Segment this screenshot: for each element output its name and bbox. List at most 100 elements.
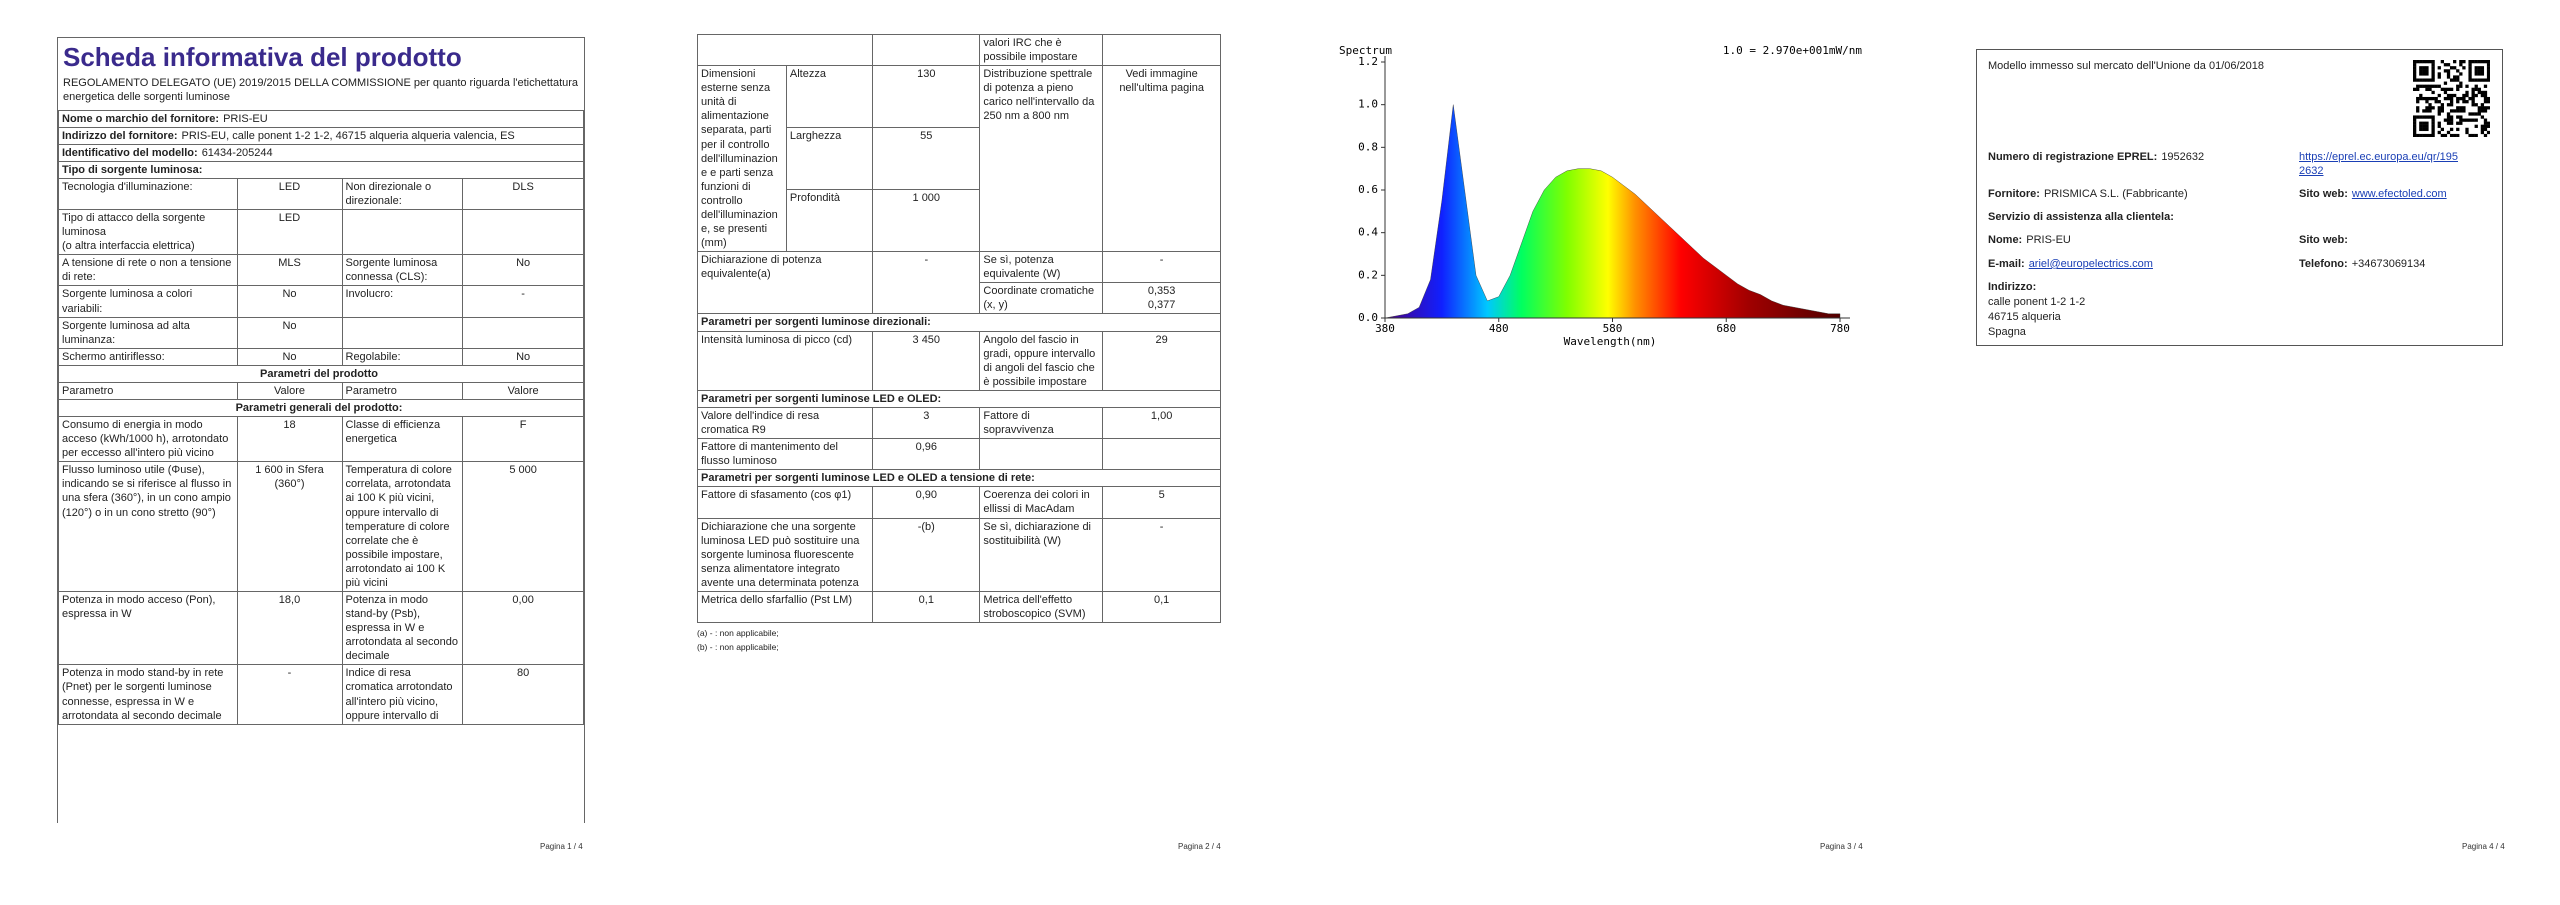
qr-module bbox=[2474, 60, 2478, 64]
qr-module bbox=[2468, 72, 2472, 76]
web-link[interactable]: www.efectoled.com bbox=[2351, 188, 2447, 200]
table-row: Fattore di sfasamento (cos φ1) 0,90 Coeren… bbox=[696, 486, 1221, 519]
table-cell: 0,96 bbox=[872, 438, 981, 471]
qr-module bbox=[2431, 130, 2435, 135]
table-row: Identificativo del modello: 61434-205244 bbox=[58, 143, 584, 162]
qr-module bbox=[2477, 87, 2481, 91]
qr-module bbox=[2456, 75, 2460, 79]
qr-module bbox=[2483, 121, 2488, 125]
table-cell: No bbox=[462, 254, 584, 287]
table-row: Parametro Valore Parametro Valore bbox=[58, 381, 584, 401]
table-cell: Coordinate cromatiche (x, y) bbox=[979, 282, 1104, 315]
qr-module bbox=[2431, 69, 2435, 73]
qr-module bbox=[2456, 106, 2460, 110]
table-cell: Tipo di sorgente luminosa: bbox=[58, 160, 584, 179]
qr-module bbox=[2437, 124, 2441, 128]
qr-module bbox=[2480, 124, 2485, 128]
table-row: Dimensioni esterne senza unità di alimen… bbox=[697, 65, 1221, 253]
qr-module bbox=[2483, 124, 2488, 128]
table-row: Parametri per sorgenti luminose direzion… bbox=[697, 313, 1221, 332]
qr-module bbox=[2471, 118, 2475, 122]
qr-module bbox=[2486, 100, 2490, 104]
qr-module bbox=[2419, 72, 2423, 76]
table-cell: Dichiarazione che una sorgente luminosa … bbox=[696, 517, 874, 592]
qr-module bbox=[2428, 106, 2432, 110]
table-cell bbox=[979, 438, 1104, 471]
qr-module bbox=[2462, 60, 2466, 64]
qr-module bbox=[2422, 115, 2426, 119]
qr-module bbox=[2437, 93, 2441, 98]
qr-module bbox=[2428, 133, 2432, 137]
qr-module bbox=[2474, 133, 2478, 137]
table-cell: 0,90 bbox=[872, 486, 981, 519]
qr-module bbox=[2486, 66, 2490, 70]
table-cell: Intensità luminosa di picco (cd) bbox=[696, 330, 874, 391]
qr-module bbox=[2431, 124, 2435, 128]
qr-module bbox=[2431, 72, 2435, 76]
qr-module bbox=[2425, 72, 2429, 76]
table-cell: Sorgente luminosa a colori variabili: bbox=[58, 285, 238, 318]
qr-module bbox=[2449, 115, 2454, 119]
table-cell: 1 600 in Sfera (360°) bbox=[236, 461, 343, 593]
table-row: A tensione di rete o non a tensione di r… bbox=[58, 254, 584, 287]
qr-module bbox=[2459, 115, 2463, 119]
table-cell: Distribuzione spettrale di potenza a pie… bbox=[979, 65, 1104, 253]
qr-module bbox=[2431, 115, 2435, 119]
table-row: Valore dell'indice di resa cromatica R9 3… bbox=[696, 406, 1221, 440]
qr-module bbox=[2428, 78, 2432, 82]
qr-module bbox=[2456, 69, 2460, 73]
qr-module bbox=[2416, 87, 2420, 91]
qr-module bbox=[2440, 127, 2444, 132]
table-cell: Schermo antiriflesso: bbox=[58, 347, 238, 366]
table-cell: Parametri per sorgenti luminose LED e OL… bbox=[697, 389, 1221, 408]
qr-module bbox=[2468, 75, 2472, 79]
table-cell: valori IRC che è possibile impostare bbox=[979, 33, 1104, 67]
table-cell: Non direzionale o direzionale: bbox=[341, 177, 464, 211]
qr-module bbox=[2428, 109, 2432, 113]
qr-module bbox=[2456, 84, 2460, 88]
qr-module bbox=[2446, 72, 2451, 76]
email-link[interactable]: ariel@europelectrics.com bbox=[2028, 258, 2153, 270]
table-cell: No bbox=[462, 347, 584, 366]
qr-module bbox=[2453, 109, 2457, 113]
spectrum-area bbox=[1384, 104, 1841, 319]
x-tick-label: 680 bbox=[1716, 322, 1736, 335]
table-cell: Vedi immagine nell'ultima pagina bbox=[1102, 65, 1221, 253]
qr-module bbox=[2419, 121, 2423, 125]
eprel-link[interactable]: https://eprel.ec.europa.eu/qr/1952632 bbox=[2299, 151, 2458, 177]
qr-module bbox=[2443, 69, 2448, 73]
qr-module bbox=[2480, 127, 2485, 132]
qr-module bbox=[2425, 127, 2429, 132]
table-row: Fattore di mantenimento del flusso lumin… bbox=[696, 438, 1221, 471]
qr-module bbox=[2413, 118, 2417, 122]
table-cell bbox=[872, 33, 981, 67]
qr-module bbox=[2422, 121, 2426, 125]
qr-module bbox=[2416, 96, 2420, 101]
qr-module bbox=[2413, 127, 2417, 132]
qr-module bbox=[2419, 60, 2423, 64]
qr-module bbox=[2431, 121, 2435, 125]
qr-module bbox=[2477, 106, 2481, 110]
qr-module bbox=[2456, 115, 2460, 119]
qr-module bbox=[2419, 78, 2423, 82]
table-cell: 1,00 bbox=[1102, 406, 1221, 440]
qr-module bbox=[2422, 66, 2426, 70]
table-cell: 1 000 bbox=[872, 189, 981, 253]
qr-module bbox=[2468, 112, 2472, 116]
qr-module bbox=[2477, 69, 2481, 73]
qr-module bbox=[2453, 66, 2457, 70]
qr-module bbox=[2483, 96, 2488, 101]
qr-module bbox=[2431, 75, 2435, 79]
qr-module bbox=[2449, 100, 2454, 104]
value: PRIS-EU bbox=[2026, 234, 2071, 246]
qr-module bbox=[2468, 60, 2472, 64]
value: +34673069134 bbox=[2351, 258, 2426, 270]
label: Numero di registrazione EPREL: bbox=[1988, 151, 2158, 163]
table-cell bbox=[341, 209, 464, 256]
qr-module bbox=[2431, 118, 2435, 122]
table-cell: A tensione di rete o non a tensione di r… bbox=[58, 254, 238, 287]
table-cell: Dichiarazione di potenza equivalente(a) bbox=[696, 251, 874, 315]
value: PRIS-EU, calle ponent 1-2 1-2, 46715 alq… bbox=[181, 129, 515, 142]
table-cell: Potenza in modo acceso (Pon), espressa i… bbox=[58, 591, 238, 666]
